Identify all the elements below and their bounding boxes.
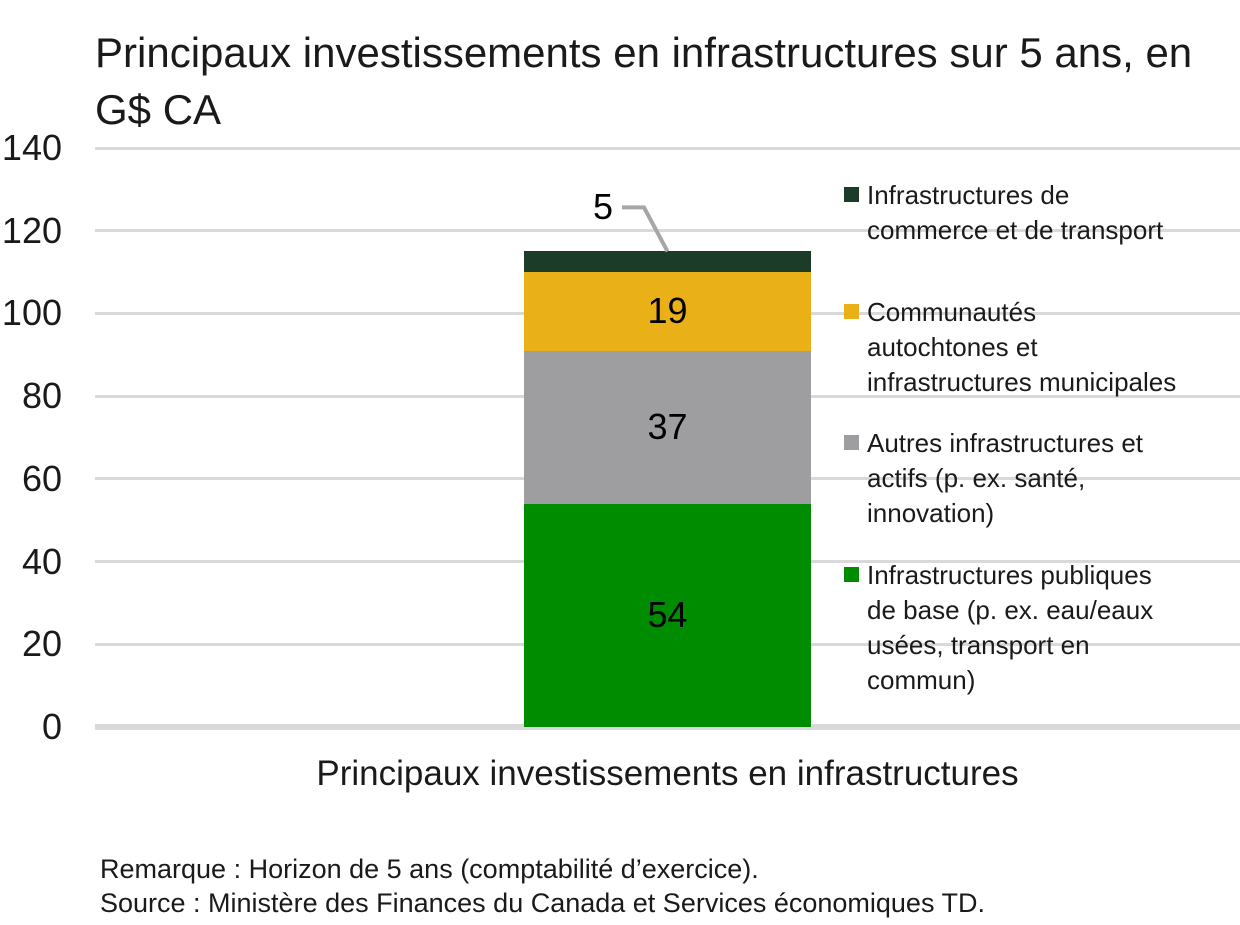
legend-label: Infrastructures publiques de base (p. ex…: [867, 560, 1154, 695]
legend-swatch: [844, 304, 859, 319]
y-tick-label: 0: [41, 706, 62, 747]
legend-swatch: [844, 187, 859, 202]
y-tick-label: 60: [21, 457, 62, 499]
bar-segment: [524, 251, 811, 273]
bar-segment: 19: [524, 272, 811, 351]
x-axis-line: [95, 724, 1240, 730]
legend-swatch: [844, 567, 859, 582]
legend-item: Infrastructures de commerce et de transp…: [844, 178, 1240, 248]
legend-item: Infrastructures publiques de base (p. ex…: [844, 558, 1240, 698]
data-label: 54: [647, 594, 688, 636]
y-tick-label: 100: [1, 292, 62, 334]
footnotes: Remarque : Horizon de 5 ans (comptabilit…: [100, 852, 985, 920]
x-axis-label: Principaux investissements en infrastruc…: [316, 754, 1019, 793]
y-tick-label: 120: [1, 209, 62, 251]
legend-label: Autres infrastructures et actifs (p. ex.…: [867, 428, 1143, 528]
legend-item: Communautés autochtones et infrastructur…: [844, 295, 1240, 400]
legend-label: Infrastructures de commerce et de transp…: [867, 180, 1164, 245]
note-remark: Remarque : Horizon de 5 ans (comptabilit…: [100, 854, 759, 884]
y-tick-label: 140: [1, 127, 62, 168]
gridline: [95, 146, 1240, 150]
y-tick-label: 80: [21, 375, 62, 417]
legend-swatch: [844, 435, 859, 450]
bar-segment: 54: [524, 503, 811, 727]
y-tick-label: 40: [21, 540, 62, 582]
y-tick-label: 20: [21, 623, 62, 665]
bar-segment: 37: [524, 350, 811, 504]
data-label-callout: 5: [592, 186, 613, 228]
chart-title: Principaux investissements en infrastruc…: [95, 29, 1193, 133]
legend-item: Autres infrastructures et actifs (p. ex.…: [844, 426, 1240, 531]
data-label: 19: [647, 290, 688, 332]
note-source: Source : Ministère des Finances du Canad…: [100, 888, 985, 918]
legend-label: Communautés autochtones et infrastructur…: [867, 297, 1177, 397]
data-label: 37: [647, 406, 688, 448]
